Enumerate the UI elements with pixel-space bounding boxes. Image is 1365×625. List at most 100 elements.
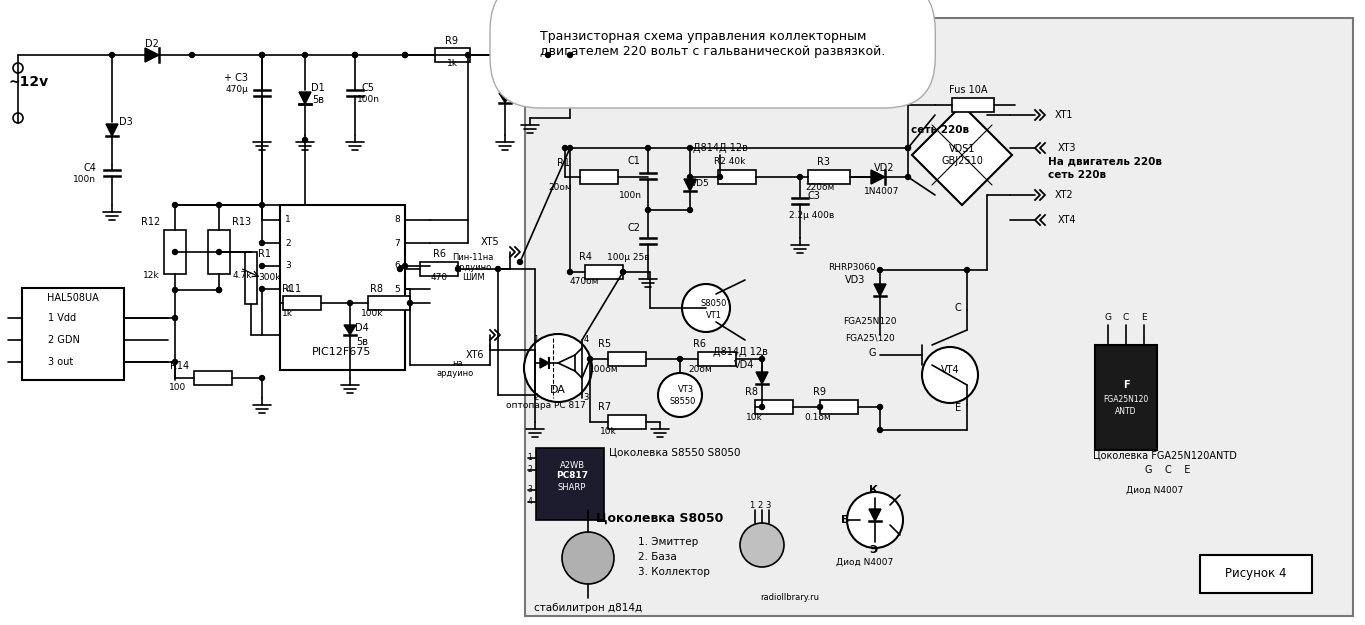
Text: D1: D1: [311, 83, 325, 93]
Text: Б: Б: [841, 515, 849, 525]
FancyBboxPatch shape: [526, 18, 1353, 616]
Circle shape: [495, 266, 501, 271]
Text: К: К: [868, 485, 878, 495]
Bar: [607, 352, 646, 366]
Bar: [164, 230, 186, 274]
Bar: [607, 415, 646, 429]
Bar: [951, 98, 994, 112]
Text: VT3: VT3: [678, 386, 693, 394]
Circle shape: [217, 288, 221, 292]
Polygon shape: [874, 284, 886, 296]
Circle shape: [921, 347, 977, 403]
Text: A2WB: A2WB: [560, 461, 584, 469]
Text: R9: R9: [445, 36, 459, 46]
Circle shape: [682, 284, 730, 332]
Circle shape: [259, 52, 265, 57]
Text: 100ом: 100ом: [590, 364, 618, 374]
Circle shape: [259, 241, 265, 246]
Circle shape: [259, 52, 265, 57]
Circle shape: [546, 52, 550, 57]
Circle shape: [568, 269, 572, 274]
Text: R3: R3: [818, 157, 830, 167]
Circle shape: [348, 301, 352, 306]
Text: ардуино: ардуино: [437, 369, 474, 379]
Polygon shape: [344, 325, 356, 334]
Text: 100n: 100n: [356, 96, 379, 104]
Circle shape: [259, 202, 265, 208]
Circle shape: [109, 52, 115, 57]
Circle shape: [259, 286, 265, 291]
Circle shape: [259, 376, 265, 381]
Text: S1: S1: [551, 36, 564, 46]
Text: R8: R8: [745, 387, 759, 397]
Bar: [1200, 555, 1312, 593]
Bar: [435, 48, 470, 62]
Circle shape: [303, 52, 307, 57]
Circle shape: [397, 266, 403, 271]
Polygon shape: [684, 179, 696, 191]
Polygon shape: [145, 48, 158, 62]
Text: D2: D2: [145, 39, 158, 49]
Text: D3: D3: [119, 117, 132, 127]
Circle shape: [740, 523, 784, 567]
Circle shape: [688, 146, 692, 151]
Text: R2 40k: R2 40k: [714, 158, 745, 166]
Circle shape: [217, 249, 221, 254]
Bar: [1095, 345, 1158, 450]
Text: Пин-11на: Пин-11на: [452, 253, 494, 261]
Text: PIC12F675: PIC12F675: [313, 347, 371, 357]
Circle shape: [172, 288, 177, 292]
Text: C2: C2: [628, 223, 640, 233]
Circle shape: [818, 404, 823, 409]
Circle shape: [718, 174, 722, 179]
Bar: [244, 252, 257, 304]
Text: Д814Д 12в: Д814Д 12в: [692, 143, 748, 153]
Text: 220ом: 220ом: [805, 182, 834, 191]
Circle shape: [568, 146, 572, 151]
Circle shape: [587, 356, 592, 361]
Text: 1: 1: [285, 216, 291, 224]
Text: сеть 220в: сеть 220в: [910, 125, 969, 135]
Bar: [820, 400, 859, 414]
Polygon shape: [912, 105, 1011, 205]
Text: XT2: XT2: [1055, 190, 1074, 200]
Text: 8: 8: [394, 216, 400, 224]
Bar: [698, 352, 736, 366]
Text: VDS1
GBJ2510: VDS1 GBJ2510: [940, 144, 983, 166]
Text: Цоколевка FGA25N120ANTD: Цоколевка FGA25N120ANTD: [1093, 450, 1237, 460]
Text: сеть 220в: сеть 220в: [1048, 170, 1106, 180]
Text: 1N4007: 1N4007: [864, 188, 900, 196]
Text: 2: 2: [285, 239, 291, 248]
Text: 1 Vdd: 1 Vdd: [48, 313, 76, 323]
Circle shape: [172, 316, 177, 321]
Text: 4.7k: 4.7k: [233, 271, 253, 281]
Text: Цоколевка S8050: Цоколевка S8050: [597, 511, 723, 524]
Text: 6: 6: [394, 261, 400, 271]
Text: 4: 4: [285, 284, 291, 294]
Text: SHARP: SHARP: [558, 484, 586, 492]
Circle shape: [517, 259, 523, 264]
Text: ANTD: ANTD: [1115, 408, 1137, 416]
Bar: [586, 265, 622, 279]
Text: 300k: 300k: [258, 274, 280, 282]
Text: 2 GDN: 2 GDN: [48, 335, 81, 345]
Text: R6: R6: [433, 249, 445, 259]
Circle shape: [878, 404, 883, 409]
Text: 5в: 5в: [313, 95, 324, 105]
Text: 100k: 100k: [360, 309, 384, 318]
Circle shape: [524, 334, 592, 402]
Text: ~12v: ~12v: [8, 75, 48, 89]
Text: 7: 7: [394, 239, 400, 248]
Text: R12: R12: [141, 217, 160, 227]
Circle shape: [352, 52, 358, 57]
Circle shape: [217, 288, 221, 292]
Text: S8550: S8550: [670, 398, 696, 406]
Text: C: C: [1123, 314, 1129, 322]
Text: XT4: XT4: [1058, 215, 1077, 225]
Text: 470ом: 470ом: [569, 278, 599, 286]
Text: S8050: S8050: [700, 299, 728, 308]
Text: Диод N4007: Диод N4007: [1126, 486, 1183, 494]
Circle shape: [562, 146, 568, 151]
Circle shape: [965, 268, 969, 272]
Text: C: C: [954, 303, 961, 313]
